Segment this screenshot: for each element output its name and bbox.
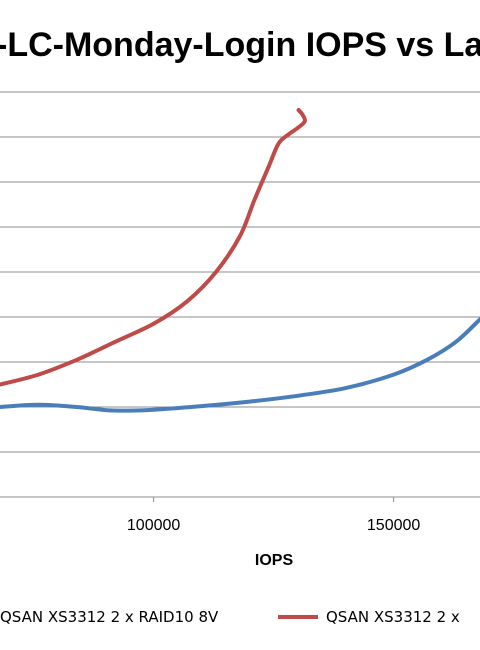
x-tick-label: 100000 [127, 517, 180, 534]
legend-label-2: QSAN XS3312 2 x [326, 608, 460, 626]
x-axis-title: IOPS [255, 552, 294, 569]
x-axis-ticks: 100000 150000 [127, 497, 420, 534]
chart-title: -LC-Monday-Login IOPS vs Late [0, 26, 480, 64]
legend-label-1: QSAN XS3312 2 x RAID10 8V [0, 608, 219, 626]
gridlines [0, 91, 480, 498]
legend: QSAN XS3312 2 x RAID10 8V QSAN XS3312 2 x [0, 608, 460, 626]
series-lines [0, 108, 480, 413]
x-tick-label: 150000 [367, 517, 420, 534]
series-line-1 [0, 317, 480, 413]
series-line-2 [0, 108, 307, 387]
